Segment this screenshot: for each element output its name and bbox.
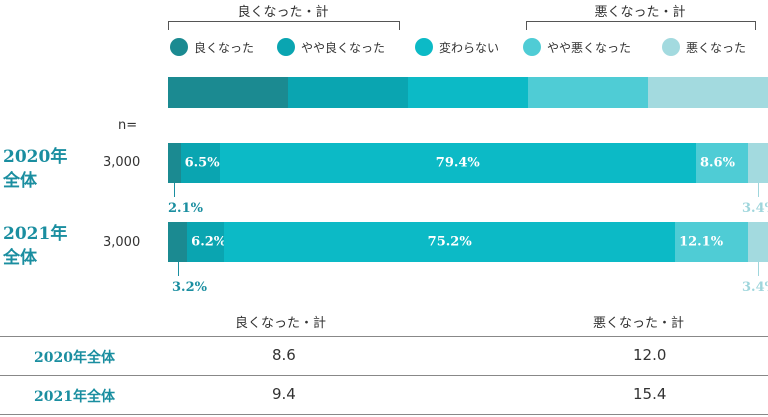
legend-item-better: 良くなった bbox=[170, 38, 254, 56]
row-label-line: 2021年 bbox=[3, 224, 68, 244]
bar-segment: 12.1% bbox=[675, 222, 748, 262]
table-divider bbox=[0, 375, 768, 376]
bar-value-callout: 2.1% bbox=[168, 201, 203, 216]
table-header-better: 良くなった・計 bbox=[235, 316, 327, 331]
legend-label: やや良くなった bbox=[301, 40, 386, 55]
legend-item-same: 変わらない bbox=[415, 38, 499, 56]
legend-label: 悪くなった bbox=[686, 40, 747, 55]
table-header-worse: 悪くなった・計 bbox=[593, 316, 685, 331]
bar-segment: 75.2% bbox=[224, 222, 676, 262]
strip-somewhat-worse bbox=[528, 77, 648, 108]
better-total-group-title: 良くなった・計 bbox=[237, 5, 329, 20]
row-label-2021: 2021年 全体 bbox=[3, 222, 67, 270]
worse-total-group-title: 悪くなった・計 bbox=[594, 5, 686, 20]
row-label-2020: 2020年 全体 bbox=[3, 145, 67, 193]
strip-better bbox=[168, 77, 288, 108]
callout-line bbox=[758, 262, 759, 276]
bar-2021: 6.2% 75.2% 12.1% bbox=[168, 222, 768, 262]
legend-item-somewhat-worse: やや悪くなった bbox=[523, 38, 631, 56]
legend-swatch bbox=[277, 38, 295, 56]
legend-label: やや悪くなった bbox=[547, 40, 632, 55]
table-value-worse-2020: 12.0 bbox=[633, 346, 667, 364]
row-n-2020: 3,000 bbox=[103, 155, 141, 170]
bar-value-label: 6.2% bbox=[191, 234, 227, 250]
bar-value-label: 75.2% bbox=[427, 234, 472, 250]
bar-value-label: 8.6% bbox=[699, 155, 735, 171]
strip-somewhat-better bbox=[288, 77, 408, 108]
table-value-better-2020: 8.6 bbox=[272, 346, 296, 364]
bar-segment: 79.4% bbox=[219, 143, 696, 183]
table-value-better-2021: 9.4 bbox=[272, 385, 296, 403]
bar-value-label: 79.4% bbox=[435, 155, 480, 171]
table-divider bbox=[0, 336, 768, 337]
table-value-worse-2021: 15.4 bbox=[633, 385, 667, 403]
row-label-line: 2020年 bbox=[3, 147, 68, 167]
callout-line bbox=[178, 262, 179, 276]
bar-value-callout: 3.2% bbox=[172, 280, 207, 295]
bar-segment bbox=[747, 143, 768, 183]
row-label-line: 全体 bbox=[3, 171, 37, 191]
bar-value-label: 6.5% bbox=[184, 155, 220, 171]
bar-value-callout: 3.4% bbox=[742, 201, 768, 216]
legend-label: 変わらない bbox=[439, 40, 500, 55]
legend-item-worse: 悪くなった bbox=[662, 38, 746, 56]
bar-segment bbox=[168, 143, 181, 183]
legend-color-strip bbox=[168, 77, 768, 108]
bar-value-label: 12.1% bbox=[679, 234, 724, 250]
row-label-line: 全体 bbox=[3, 248, 37, 268]
callout-line bbox=[758, 183, 759, 197]
table-row-label-2020: 2020年全体 bbox=[34, 350, 115, 366]
bar-value-callout: 3.4% bbox=[742, 280, 768, 295]
legend-item-somewhat-better: やや良くなった bbox=[277, 38, 385, 56]
bar-segment bbox=[168, 222, 188, 262]
bar-2020: 6.5% 79.4% 8.6% bbox=[168, 143, 768, 183]
legend-swatch bbox=[662, 38, 680, 56]
legend-swatch bbox=[523, 38, 541, 56]
legend-swatch bbox=[415, 38, 433, 56]
row-n-2021: 3,000 bbox=[103, 235, 141, 250]
better-total-bracket bbox=[168, 21, 400, 30]
strip-worse bbox=[648, 77, 768, 108]
callout-line bbox=[174, 183, 175, 197]
legend-label: 良くなった bbox=[194, 40, 255, 55]
legend-swatch bbox=[170, 38, 188, 56]
bar-segment: 6.5% bbox=[180, 143, 220, 183]
bar-segment: 8.6% bbox=[695, 143, 748, 183]
table-row-label-2021: 2021年全体 bbox=[34, 389, 115, 405]
strip-same bbox=[408, 77, 528, 108]
bar-segment: 6.2% bbox=[187, 222, 227, 262]
table-divider bbox=[0, 414, 768, 415]
bar-segment bbox=[747, 222, 768, 262]
n-header: n= bbox=[118, 118, 138, 133]
worse-total-bracket bbox=[526, 21, 756, 30]
